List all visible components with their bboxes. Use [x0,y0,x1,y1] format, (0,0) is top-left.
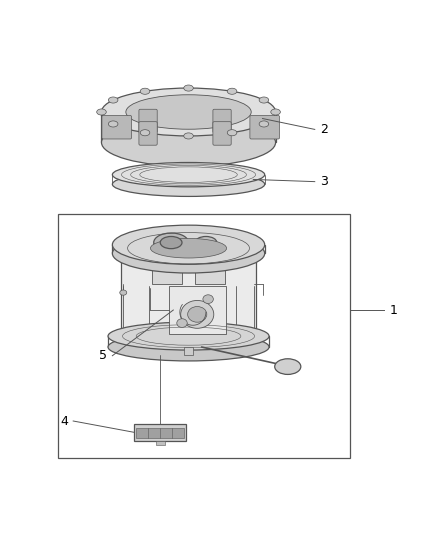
Ellipse shape [108,333,269,361]
Ellipse shape [113,163,265,187]
Ellipse shape [227,88,237,94]
Text: 2: 2 [320,123,328,136]
Ellipse shape [259,121,268,127]
Ellipse shape [108,322,269,350]
FancyBboxPatch shape [139,109,157,133]
Polygon shape [121,254,256,332]
Ellipse shape [113,172,265,197]
Ellipse shape [140,130,150,136]
FancyBboxPatch shape [139,122,157,145]
Bar [156,441,165,445]
Ellipse shape [154,233,188,252]
Ellipse shape [113,234,265,273]
Bar [136,428,184,439]
Ellipse shape [113,225,265,264]
FancyBboxPatch shape [213,122,231,145]
Ellipse shape [271,109,280,115]
FancyBboxPatch shape [250,116,279,139]
Ellipse shape [97,109,106,115]
Ellipse shape [160,237,182,249]
Bar [180,258,197,265]
Ellipse shape [108,121,118,127]
FancyBboxPatch shape [213,109,231,133]
Text: 5: 5 [99,349,107,362]
Bar [195,258,225,284]
Bar [58,214,350,458]
Bar [184,347,193,355]
FancyBboxPatch shape [102,116,131,139]
Ellipse shape [227,130,237,136]
Ellipse shape [126,95,251,129]
Ellipse shape [259,97,268,103]
Ellipse shape [184,133,193,139]
Ellipse shape [195,237,217,249]
Ellipse shape [108,97,118,103]
Text: 3: 3 [320,175,328,188]
Ellipse shape [150,238,226,258]
Bar [169,286,226,334]
Ellipse shape [177,319,187,327]
Ellipse shape [120,290,127,295]
Ellipse shape [184,85,193,91]
Bar [152,258,182,284]
Bar [134,424,186,441]
Text: 4: 4 [60,415,68,427]
Ellipse shape [140,88,150,94]
Ellipse shape [181,301,214,328]
Ellipse shape [102,88,276,136]
Ellipse shape [102,118,276,166]
Ellipse shape [275,359,301,375]
Text: 1: 1 [390,303,397,317]
Ellipse shape [187,306,207,322]
Ellipse shape [203,295,213,303]
